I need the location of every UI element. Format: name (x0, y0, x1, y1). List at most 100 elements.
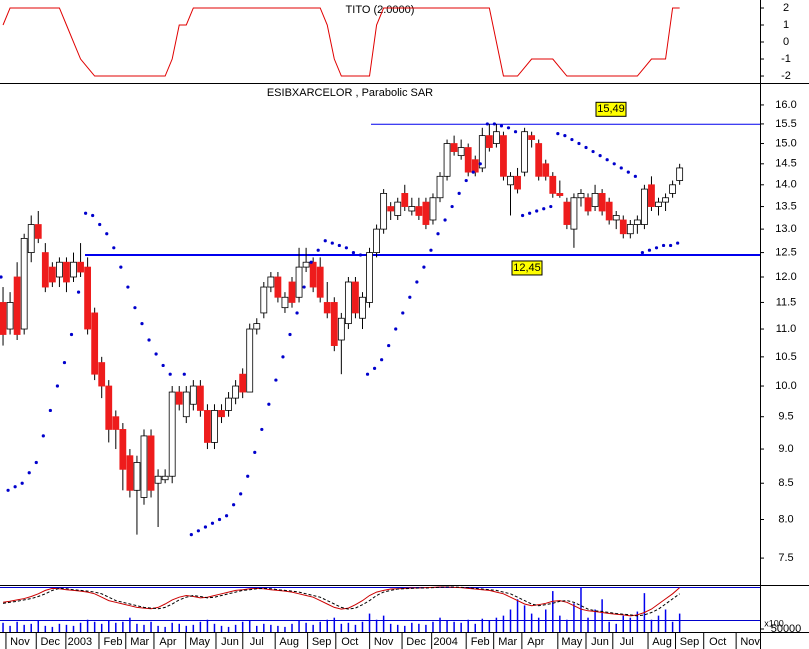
y-tick-label: 14.5 (775, 158, 796, 170)
x-tick-label: Apr (159, 636, 176, 648)
sar-dot (478, 162, 482, 166)
sar-dot (633, 174, 637, 178)
sar-dot (84, 211, 88, 215)
x-tick-label: Mar (498, 636, 517, 648)
sar-dot (499, 124, 504, 128)
price-title: ESIBXARCELOR , Parabolic SAR (267, 87, 433, 99)
candle-body (676, 167, 684, 181)
sar-dot (20, 481, 24, 485)
candle-body (669, 184, 677, 194)
candle-body (366, 252, 373, 303)
sar-dot (224, 514, 229, 518)
level-label-box (511, 260, 543, 276)
sar-dot (394, 327, 398, 331)
candle-body (316, 266, 324, 298)
x-tick-label: Jun (221, 636, 239, 648)
candle-body (295, 266, 303, 298)
sar-dot (48, 408, 52, 413)
sar-dot (13, 485, 17, 489)
candle-body (147, 435, 155, 491)
sar-dot (316, 248, 320, 252)
candle-body (528, 135, 536, 140)
sar-dot (669, 243, 673, 248)
level-label: 12,45 (513, 262, 541, 274)
candle-body (655, 201, 662, 207)
candle-body (542, 163, 550, 177)
candle-body (577, 193, 585, 199)
x-tick-label: Mar (130, 636, 149, 648)
sar-dot (34, 460, 38, 465)
y-tick-label: 13.5 (775, 200, 796, 212)
candle-body (612, 215, 620, 221)
candle-body (204, 410, 211, 443)
candle-body (352, 281, 359, 314)
sar-dot (217, 517, 222, 522)
sar-dot (647, 248, 652, 252)
sar-dot (0, 275, 3, 279)
x-tick-label: Apr (527, 636, 544, 648)
candle-body (232, 385, 240, 399)
sar-dot (196, 529, 200, 533)
candle-body (6, 302, 14, 330)
sar-dot (471, 170, 475, 174)
sar-dot (450, 204, 454, 209)
sar-dot (563, 134, 567, 138)
sar-dot (591, 149, 595, 154)
x-tick-label: Oct (709, 636, 726, 648)
sar-dot (443, 218, 447, 222)
candle-body (464, 147, 472, 173)
candle-body (302, 261, 310, 268)
sar-dot (323, 239, 327, 243)
candle-body (408, 206, 416, 212)
candle-body (535, 143, 543, 177)
candle-body (662, 197, 669, 203)
candle-body (598, 193, 606, 212)
candle-body (619, 219, 627, 235)
candle-body (591, 193, 599, 207)
candle-body (507, 175, 514, 186)
sar-dot (429, 248, 433, 252)
y-tick-label: 8.5 (778, 477, 793, 489)
y-tick-label: 10.5 (775, 351, 796, 363)
sar-dot (506, 126, 511, 130)
candle-body (309, 261, 317, 288)
candle-body (288, 281, 296, 303)
sar-dot (203, 525, 208, 529)
x-tick-label: Aug (279, 636, 299, 648)
y-tick-label: 0 (783, 36, 789, 48)
candle-body (91, 312, 99, 375)
candle-body (175, 391, 183, 405)
candle-body (422, 201, 430, 225)
x-tick-label: Nov (10, 636, 30, 648)
sar-dot (584, 145, 588, 150)
candle-body (13, 276, 21, 335)
sar-dot (570, 137, 574, 142)
x-tick-label: May (561, 636, 582, 648)
x-tick-label: Nov (740, 636, 760, 648)
candle-body (119, 429, 127, 470)
sar-dot (246, 474, 250, 478)
sar-dot (210, 521, 215, 525)
candle-body (239, 373, 247, 393)
sar-dot (154, 352, 158, 356)
candle-body (260, 286, 268, 314)
sar-dot (358, 253, 363, 257)
candle-body (211, 410, 218, 443)
sar-dot (182, 372, 186, 376)
candle-body (387, 206, 395, 212)
candle-body (584, 197, 592, 212)
sar-dot (76, 290, 81, 294)
y-tick-label: 1 (783, 19, 789, 31)
sar-dot (485, 122, 489, 126)
y-tick-label: 16.0 (775, 99, 796, 111)
candle-body (84, 266, 92, 330)
candle-body (478, 135, 486, 169)
candle-body (140, 435, 148, 498)
sar-dot (133, 306, 137, 310)
candle-body (521, 131, 528, 173)
candle-body (514, 175, 521, 190)
sar-dot (344, 246, 348, 250)
sar-dot (577, 141, 581, 146)
